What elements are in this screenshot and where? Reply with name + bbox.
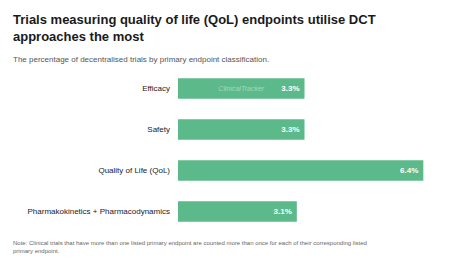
svg-text:approaches the most: approaches the most <box>13 29 144 44</box>
svg-text:6.4%: 6.4% <box>400 166 418 175</box>
svg-text:3.3%: 3.3% <box>281 125 299 134</box>
svg-text:3.3%: 3.3% <box>281 84 299 93</box>
svg-text:Note: Clinical trials that hav: Note: Clinical trials that have more tha… <box>13 240 367 246</box>
svg-text:3.1%: 3.1% <box>274 207 292 216</box>
svg-text:Safety: Safety <box>147 125 170 134</box>
svg-text:Pharmakokinetics + Pharmacodyn: Pharmakokinetics + Pharmacodynamics <box>27 207 170 216</box>
svg-text:ClinicalTracker: ClinicalTracker <box>218 85 264 92</box>
svg-text:Efficacy: Efficacy <box>142 84 170 93</box>
svg-text:primary endpoint.: primary endpoint. <box>13 248 60 254</box>
svg-text:The percentage of decentralise: The percentage of decentralised trials b… <box>13 55 269 64</box>
svg-text:Quality of Life (QoL): Quality of Life (QoL) <box>98 166 170 175</box>
svg-text:Trials measuring quality of li: Trials measuring quality of life (QoL) e… <box>13 12 376 27</box>
